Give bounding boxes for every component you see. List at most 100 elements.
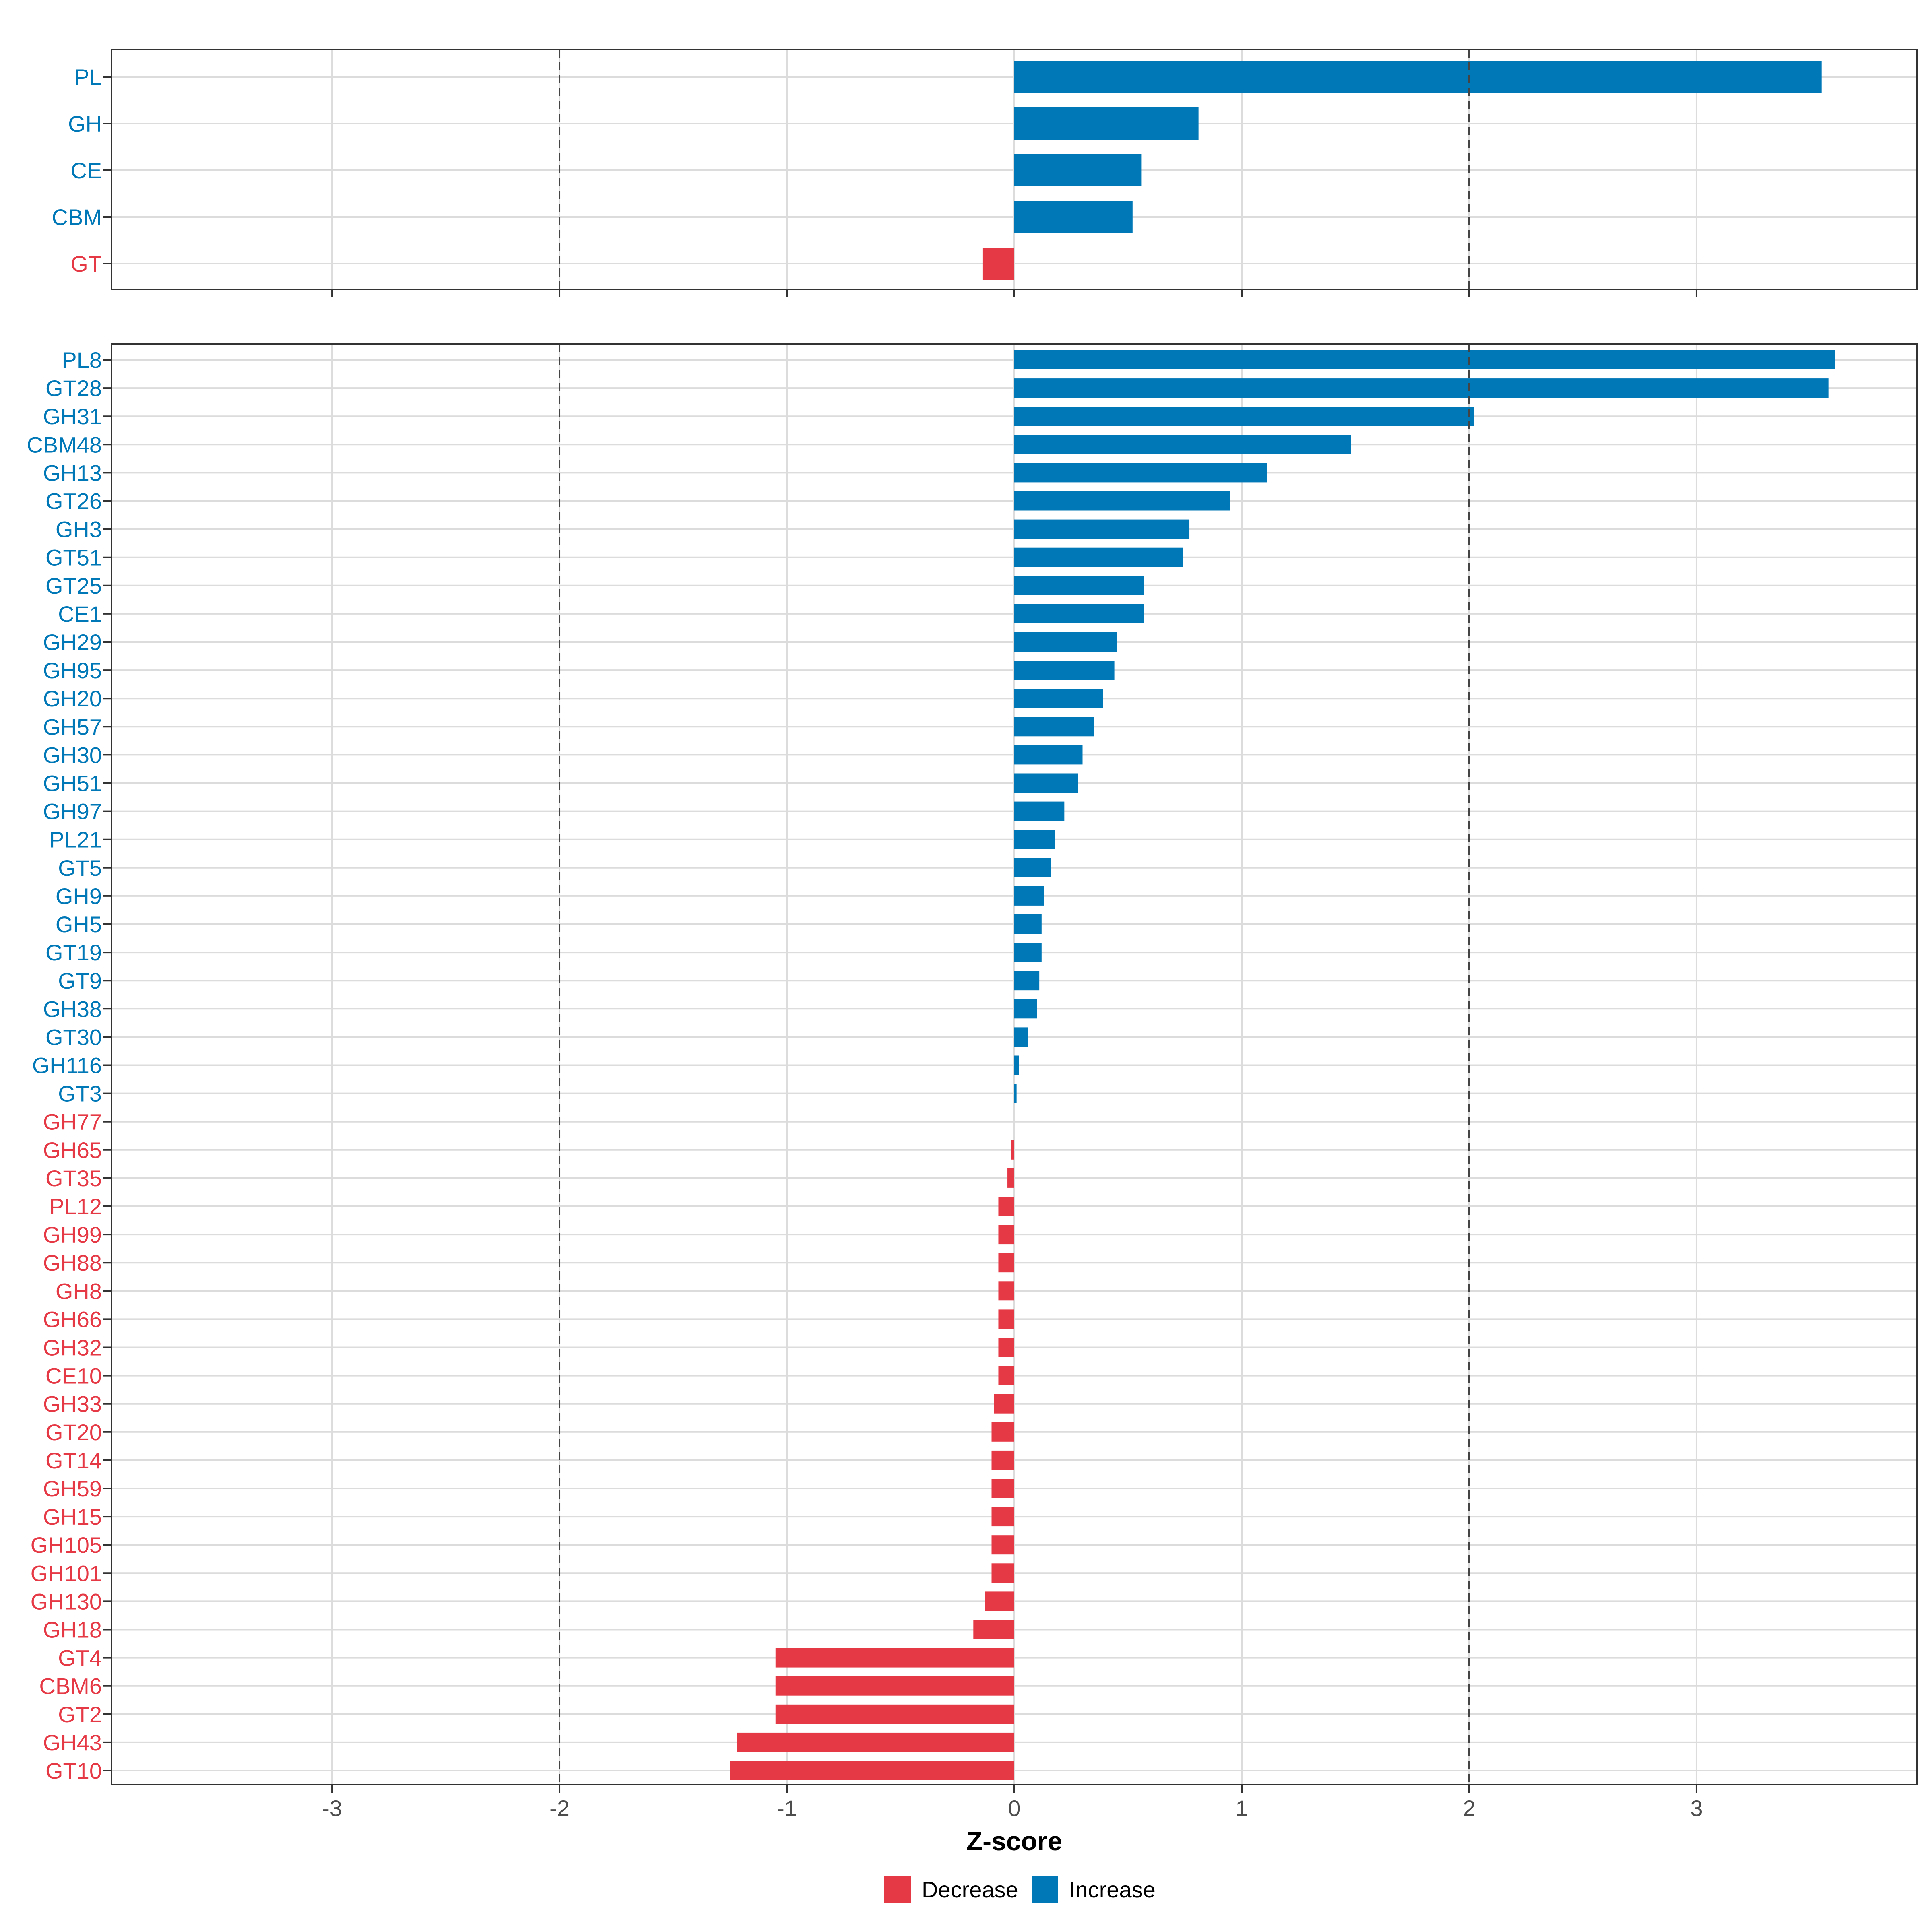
x-tick-label: -2 xyxy=(549,1796,570,1821)
x-tick-label: -3 xyxy=(322,1796,342,1821)
bar-gt4 xyxy=(775,1648,1014,1668)
bar-gh32 xyxy=(998,1338,1014,1357)
y-tick-label-ce1: CE1 xyxy=(58,601,102,627)
bar-gh95 xyxy=(1014,661,1115,680)
bar-gh65 xyxy=(1011,1140,1014,1160)
bar-gh88 xyxy=(998,1253,1014,1273)
y-tick-label-gh13: GH13 xyxy=(43,460,102,485)
y-tick-label-gh43: GH43 xyxy=(43,1730,102,1755)
x-tick-label: 3 xyxy=(1690,1796,1703,1821)
y-tick-label-gh105: GH105 xyxy=(31,1532,102,1558)
y-tick-label-gh: GH xyxy=(68,111,102,136)
y-tick-label-gh97: GH97 xyxy=(43,799,102,824)
bar-gh29 xyxy=(1014,632,1117,652)
bar-gt51 xyxy=(1014,547,1183,567)
y-tick-label-gt26: GT26 xyxy=(45,489,102,514)
y-tick-label-gh33: GH33 xyxy=(43,1391,102,1417)
y-tick-label-cbm6: CBM6 xyxy=(39,1674,102,1699)
bar-gt xyxy=(982,248,1014,280)
bar-gt14 xyxy=(991,1450,1014,1470)
bar-gh97 xyxy=(1014,801,1065,821)
bar-gt28 xyxy=(1014,378,1829,398)
y-tick-label-ce10: CE10 xyxy=(45,1363,102,1389)
legend-key-increase xyxy=(1032,1876,1058,1903)
y-tick-label-gh116: GH116 xyxy=(32,1053,102,1078)
y-tick-label-pl: PL xyxy=(74,64,102,90)
legend-key-decrease xyxy=(884,1876,911,1903)
y-tick-label-gt10: GT10 xyxy=(45,1758,102,1783)
bar-gt9 xyxy=(1014,971,1040,991)
y-tick-label-gh29: GH29 xyxy=(43,630,102,655)
y-tick-label-gh57: GH57 xyxy=(43,714,102,739)
y-tick-label-gh31: GH31 xyxy=(43,404,102,429)
bar-gh13 xyxy=(1014,463,1267,483)
bar-gh59 xyxy=(991,1479,1014,1498)
y-tick-label-gh8: GH8 xyxy=(56,1278,102,1304)
y-tick-label-pl21: PL21 xyxy=(49,827,102,852)
y-tick-label-gh95: GH95 xyxy=(43,658,102,683)
y-tick-label-gt25: GT25 xyxy=(45,573,102,599)
bar-ce xyxy=(1014,154,1142,186)
y-tick-label-gh9: GH9 xyxy=(56,883,102,909)
y-tick-label-gt2: GT2 xyxy=(58,1702,102,1727)
x-tick-label: 1 xyxy=(1235,1796,1248,1821)
bar-gh51 xyxy=(1014,773,1078,793)
bar-ce10 xyxy=(998,1366,1014,1385)
bar-pl xyxy=(1014,61,1822,93)
y-tick-label-gh101: GH101 xyxy=(31,1560,102,1586)
bar-gt30 xyxy=(1014,1027,1028,1047)
y-tick-label-gt19: GT19 xyxy=(45,940,102,965)
x-tick-label: -1 xyxy=(777,1796,797,1821)
y-tick-label-gt5: GT5 xyxy=(58,855,102,881)
bar-gh101 xyxy=(991,1563,1014,1583)
y-tick-label-gt: GT xyxy=(70,251,102,277)
y-tick-label-gh32: GH32 xyxy=(43,1335,102,1360)
y-tick-label-gh20: GH20 xyxy=(43,686,102,711)
bar-gt3 xyxy=(1014,1084,1017,1103)
y-tick-label-gh30: GH30 xyxy=(43,742,102,768)
y-tick-label-gh59: GH59 xyxy=(43,1476,102,1501)
y-tick-label-pl12: PL12 xyxy=(49,1194,102,1219)
bar-pl12 xyxy=(998,1197,1014,1216)
y-tick-label-cbm48: CBM48 xyxy=(27,432,102,457)
bar-gh57 xyxy=(1014,717,1094,737)
y-tick-label-ce: CE xyxy=(70,158,102,183)
y-tick-label-gh99: GH99 xyxy=(43,1222,102,1247)
bar-gh105 xyxy=(991,1535,1014,1555)
x-axis: -3 -2 -1 0 1 2 3 xyxy=(322,1785,1703,1821)
bar-gh31 xyxy=(1014,407,1474,426)
bar-cbm48 xyxy=(1014,435,1351,454)
bar-ce1 xyxy=(1014,604,1144,623)
x-axis-title: Z-score xyxy=(966,1826,1062,1856)
bar-gt35 xyxy=(1007,1168,1014,1188)
y-tick-label-gt51: GT51 xyxy=(45,545,102,570)
y-tick-label-gh88: GH88 xyxy=(43,1250,102,1276)
bar-gt10 xyxy=(730,1761,1014,1780)
y-tick-label-gh5: GH5 xyxy=(56,912,102,937)
bar-gh9 xyxy=(1014,886,1044,906)
x-tick-label: 2 xyxy=(1463,1796,1475,1821)
bar-gh43 xyxy=(737,1732,1014,1752)
y-tick-label-gh3: GH3 xyxy=(56,517,102,542)
y-tick-label-gh130: GH130 xyxy=(31,1589,102,1614)
bar-gh3 xyxy=(1014,519,1190,539)
bar-gh xyxy=(1014,107,1199,140)
bar-gt25 xyxy=(1014,576,1144,595)
bar-pl8 xyxy=(1014,350,1835,369)
y-tick-label-pl8: PL8 xyxy=(62,347,102,373)
top-panel: PL GH CE CBM GT xyxy=(52,49,1918,297)
bar-gt19 xyxy=(1014,943,1042,962)
bar-gh116 xyxy=(1014,1055,1019,1075)
bar-gh33 xyxy=(994,1394,1014,1414)
bar-pl21 xyxy=(1014,830,1055,849)
y-tick-label-gh66: GH66 xyxy=(43,1307,102,1332)
bar-gt20 xyxy=(991,1422,1014,1442)
bar-gt5 xyxy=(1014,858,1051,877)
legend-label-increase: Increase xyxy=(1069,1877,1156,1902)
bar-gh99 xyxy=(998,1225,1014,1245)
x-tick-label: 0 xyxy=(1008,1796,1020,1821)
y-tick-label-gt4: GT4 xyxy=(58,1645,102,1671)
y-tick-label-gh38: GH38 xyxy=(43,996,102,1022)
